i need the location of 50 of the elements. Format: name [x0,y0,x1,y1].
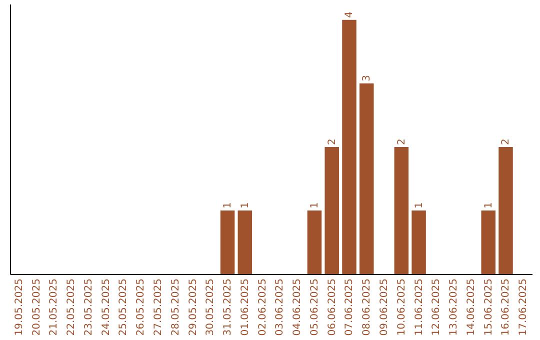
x-tick-label: 04.06.2025 [292,278,304,336]
data-label: 2 [326,138,338,145]
x-tick-label: 23.05.2025 [83,278,94,336]
x-tick-label: 20.05.2025 [31,278,42,336]
x-tick-label: 02.06.2025 [257,278,268,336]
x-tick-label: 07.06.2025 [344,278,356,336]
x-tick-label: 09.06.2025 [379,278,390,336]
x-tick-label: 11.06.2025 [414,278,425,336]
data-label: 1 [240,202,251,208]
bar [342,20,356,274]
x-tick-label: 10.06.2025 [396,278,408,336]
bar [394,146,409,274]
x-tick-label: 14.06.2025 [466,278,477,336]
x-tick-label: 29.05.2025 [188,278,199,336]
bar [481,210,496,274]
x-tick-label: 19.05.2025 [14,278,25,336]
x-tick-label: 28.05.2025 [170,278,182,336]
data-label: 3 [362,75,373,82]
bar [238,210,252,274]
bar [220,210,235,274]
data-label: 1 [483,202,494,208]
data-label: 1 [414,202,425,208]
x-tick-label: 26.05.2025 [136,278,147,336]
x-tick-label: 17.06.2025 [518,278,530,336]
x-tick-label: 31.05.2025 [222,278,234,336]
x-tick-label: 25.05.2025 [118,278,130,336]
x-tick-label: 21.05.2025 [48,278,60,336]
x-tick-label: 03.06.2025 [274,278,286,336]
x-tick-label: 30.05.2025 [205,278,216,336]
data-label: 1 [222,202,234,208]
bar [307,210,322,274]
bar [324,146,339,274]
data-label: 2 [500,138,512,145]
x-tick-label: 01.06.2025 [240,278,251,336]
bar [498,146,513,274]
x-tick-label: 08.06.2025 [362,278,373,336]
x-tick-label: 12.06.2025 [431,278,442,336]
x-tick-label: 13.06.2025 [448,278,460,336]
x-tick-label: 16.06.2025 [500,278,512,336]
x-tick-label: 05.06.2025 [309,278,320,336]
x-tick-label: 24.05.2025 [100,278,112,336]
x-tick-label: 06.06.2025 [326,278,338,336]
bar [412,210,426,274]
data-label: 4 [344,12,356,18]
bar [360,83,374,274]
x-tick-label: 22.05.2025 [66,278,78,336]
data-label: 1 [309,202,320,208]
data-label: 2 [396,138,408,145]
x-tick-label: 15.06.2025 [483,278,494,336]
x-tick-label: 27.05.2025 [152,278,164,336]
